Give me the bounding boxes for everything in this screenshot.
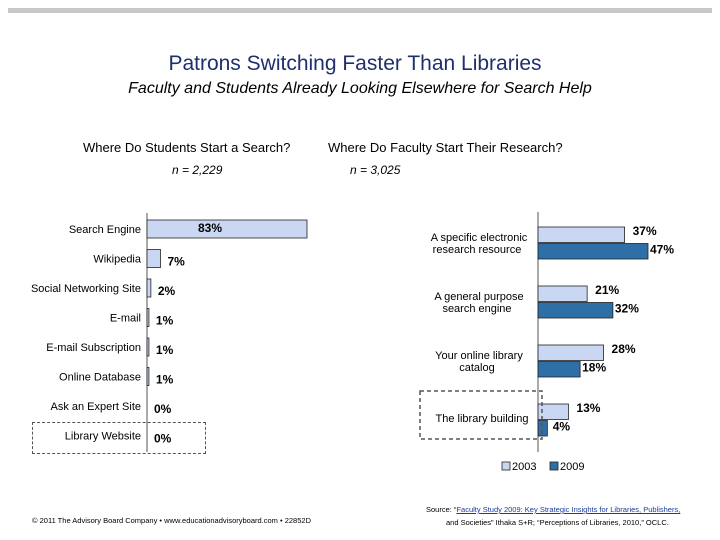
faculty-bar-2003 (537, 344, 604, 361)
faculty-value-label: 4% (553, 420, 571, 434)
students-value-label: 2% (158, 284, 176, 298)
library-building-highlight (419, 390, 543, 440)
students-value-label: 1% (156, 373, 174, 387)
copyright-footer: © 2011 The Advisory Board Company • www.… (32, 516, 311, 525)
faculty-bar-2009 (537, 243, 649, 260)
faculty-category-label: A general purpose (434, 291, 523, 303)
faculty-value-label: 18% (582, 361, 606, 375)
legend-swatch-2003 (501, 461, 511, 471)
students-bar (146, 367, 150, 386)
faculty-category-label: The library building (436, 413, 529, 425)
faculty-chart-title: Where Do Faculty Start Their Research? (328, 140, 563, 155)
library-website-highlight (32, 422, 206, 454)
faculty-bar-2003 (537, 403, 569, 420)
students-category-label: Online Database (59, 372, 141, 384)
students-bar (146, 249, 161, 268)
page-title: Patrons Switching Faster Than Libraries (168, 52, 542, 75)
students-category-label: Library Website (65, 431, 141, 443)
students-category-label: E-mail Subscription (46, 342, 141, 354)
faculty-category-label: catalog (459, 362, 494, 374)
faculty-sample-size: n = 3,025 (350, 163, 401, 177)
source-link[interactable]: Faculty Study 2009: Key Strategic Insigh… (456, 505, 681, 514)
students-value-label: 83% (198, 221, 222, 235)
faculty-value-label: 28% (612, 342, 636, 356)
students-sample-size: n = 2,229 (172, 163, 223, 177)
students-category-label: Wikipedia (93, 254, 142, 266)
faculty-bar-2009 (537, 420, 548, 437)
source-line-2: and Societies” Ithaka S+R; “Perceptions … (446, 518, 669, 527)
students-chart-title: Where Do Students Start a Search? (83, 140, 291, 155)
source-prefix: Source: “ (426, 505, 457, 514)
faculty-value-label: 47% (650, 243, 674, 257)
legend-swatch-2009 (549, 461, 559, 471)
students-bar (146, 278, 152, 298)
students-value-label: 1% (156, 343, 174, 357)
students-category-label: Ask an Expert Site (51, 401, 142, 413)
source-line-1: Source: “Faculty Study 2009: Key Strateg… (426, 505, 680, 514)
students-bar (146, 337, 150, 357)
students-bar (146, 308, 150, 327)
page-subtitle: Faculty and Students Already Looking Els… (128, 80, 592, 97)
faculty-bar-2003 (537, 285, 588, 302)
faculty-bar-2009 (537, 361, 581, 378)
students-value-label: 7% (167, 255, 185, 269)
legend-label-2003: 2003 (512, 461, 536, 473)
students-category-label: E-mail (110, 313, 141, 325)
faculty-value-label: 37% (633, 224, 657, 238)
faculty-category-label: A specific electronic (431, 232, 528, 244)
students-category-label: Search Engine (69, 224, 141, 236)
faculty-category-label: research resource (433, 244, 522, 256)
faculty-value-label: 21% (595, 283, 619, 297)
faculty-category-label: Your online library (435, 350, 523, 362)
students-value-label: 0% (154, 432, 172, 446)
students-bar (146, 219, 308, 239)
students-value-label: 1% (156, 314, 174, 328)
faculty-category-label: search engine (442, 303, 511, 315)
legend-label-2009: 2009 (560, 461, 584, 473)
students-category-label: Social Networking Site (31, 283, 141, 295)
students-value-label: 0% (154, 402, 172, 416)
top-divider (8, 8, 712, 13)
faculty-value-label: 13% (576, 401, 600, 415)
faculty-bar-2009 (537, 302, 614, 319)
faculty-bar-2003 (537, 226, 625, 243)
faculty-value-label: 32% (615, 302, 639, 316)
